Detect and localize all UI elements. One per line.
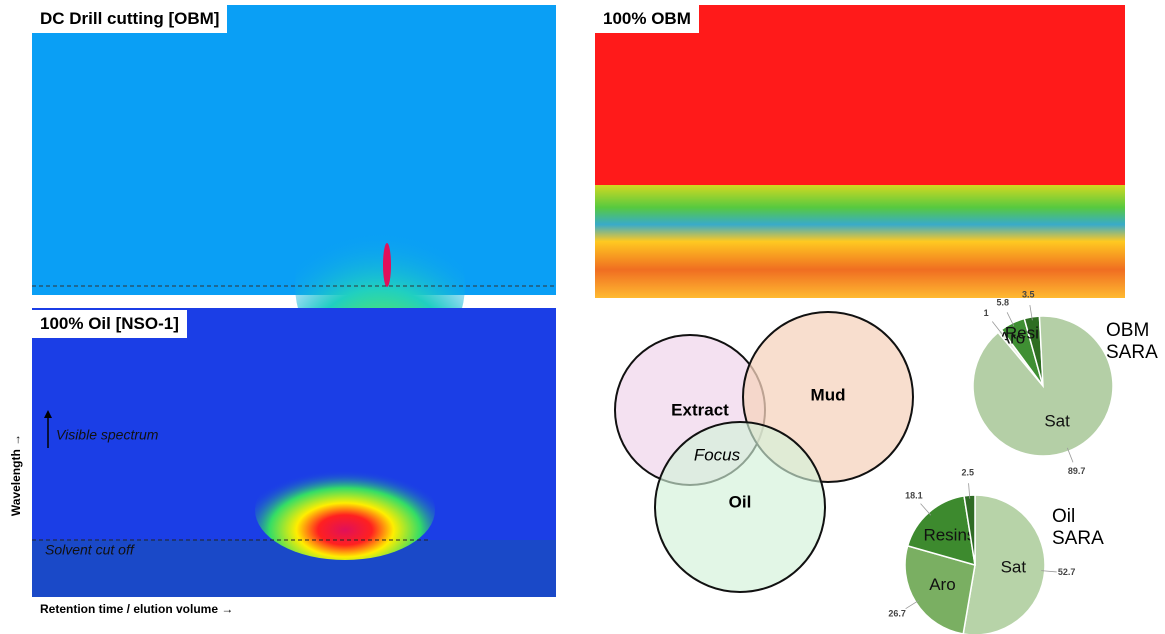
value-label: 26.7 xyxy=(888,608,906,618)
value-label: 1 xyxy=(984,308,989,318)
value-label: 3.5 xyxy=(1022,290,1035,300)
panel-title: 100% Oil [NSO-1] xyxy=(32,310,187,338)
pie-title: Oil SARA xyxy=(1052,506,1110,550)
category-label: Sat xyxy=(1044,411,1070,430)
value-label: 52.7 xyxy=(1058,567,1076,577)
x-axis-label: Retention time / elution volume → xyxy=(40,602,233,616)
venn-label: Mud xyxy=(811,385,846,404)
venn-label: Oil xyxy=(729,492,752,511)
pie-title: OBM SARA xyxy=(1106,320,1165,364)
category-label: Resins xyxy=(923,526,975,545)
panel-title: 100% OBM xyxy=(595,5,699,33)
panel-title: DC Drill cutting [OBM] xyxy=(32,5,227,33)
y-axis-label: Wavelength → xyxy=(9,434,23,516)
page: Visible spectrum Solvent cut off Wavelen… xyxy=(0,0,1165,634)
value-label: 89.7 xyxy=(1068,466,1086,476)
leader-line xyxy=(921,504,931,516)
category-label: Aro xyxy=(929,575,955,594)
pie-slice xyxy=(973,316,1113,456)
category-label: Sat xyxy=(1001,558,1027,577)
annotation: Solvent cut off xyxy=(45,542,136,558)
value-label: 2.5 xyxy=(962,468,975,478)
venn-label: Extract xyxy=(671,400,729,419)
value-label: 5.8 xyxy=(996,298,1009,308)
annotation: Visible spectrum xyxy=(56,427,159,443)
venn-center: Focus xyxy=(694,445,741,464)
heatmap-obm xyxy=(595,5,1125,298)
venn xyxy=(615,312,913,592)
value-label: 18.1 xyxy=(905,491,923,501)
